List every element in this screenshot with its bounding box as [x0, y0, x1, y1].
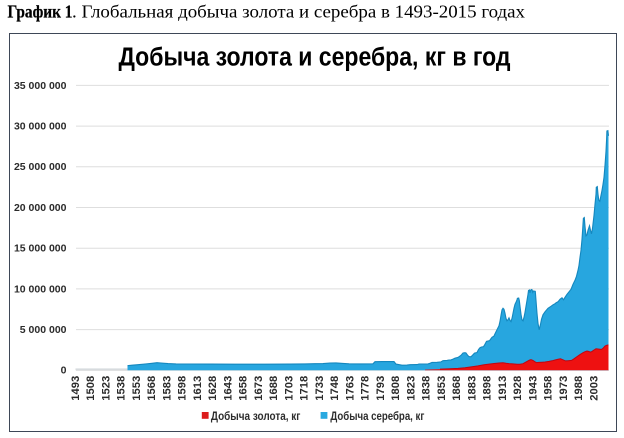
- svg-text:1898: 1898: [482, 376, 494, 401]
- svg-text:Добыча серебра, кг: Добыча серебра, кг: [330, 411, 424, 423]
- svg-text:1718: 1718: [299, 376, 311, 401]
- svg-text:1808: 1808: [390, 376, 402, 401]
- svg-text:1598: 1598: [177, 376, 189, 401]
- svg-text:1703: 1703: [283, 376, 295, 401]
- svg-text:1673: 1673: [253, 376, 265, 401]
- svg-text:1778: 1778: [360, 376, 372, 401]
- svg-text:20 000 000: 20 000 000: [14, 202, 67, 214]
- svg-text:1613: 1613: [192, 376, 204, 401]
- svg-text:1838: 1838: [421, 376, 433, 401]
- svg-text:35 000 000: 35 000 000: [14, 80, 67, 92]
- svg-text:1688: 1688: [268, 376, 280, 401]
- svg-text:15 000 000: 15 000 000: [14, 243, 67, 255]
- svg-text:1763: 1763: [344, 376, 356, 401]
- svg-text:10 000 000: 10 000 000: [14, 283, 67, 295]
- svg-text:2003: 2003: [588, 376, 600, 401]
- svg-text:1958: 1958: [543, 376, 555, 401]
- svg-text:1508: 1508: [85, 376, 97, 401]
- svg-text:1793: 1793: [375, 376, 387, 401]
- svg-text:0: 0: [61, 365, 67, 377]
- svg-text:1748: 1748: [329, 376, 341, 401]
- svg-text:График 1: График 1: [8, 2, 73, 22]
- svg-text:1913: 1913: [497, 376, 509, 401]
- svg-text:1928: 1928: [512, 376, 524, 401]
- svg-text:. Глобальная добыча золота и с: . Глобальная добыча золота и серебра в 1…: [72, 2, 525, 22]
- svg-text:1658: 1658: [238, 376, 250, 401]
- svg-text:Добыча золота, кг: Добыча золота, кг: [211, 411, 301, 423]
- svg-text:Добыча золота и серебра, кг в: Добыча золота и серебра, кг в год: [119, 43, 511, 71]
- svg-text:1583: 1583: [161, 376, 173, 401]
- svg-text:25 000 000: 25 000 000: [14, 161, 67, 173]
- svg-text:1523: 1523: [100, 376, 112, 401]
- svg-text:30 000 000: 30 000 000: [14, 121, 67, 133]
- svg-text:1823: 1823: [405, 376, 417, 401]
- svg-text:1553: 1553: [131, 376, 143, 401]
- svg-text:1643: 1643: [222, 376, 234, 401]
- svg-text:1883: 1883: [466, 376, 478, 401]
- svg-text:1733: 1733: [314, 376, 326, 401]
- svg-text:1988: 1988: [573, 376, 585, 401]
- svg-text:5 000 000: 5 000 000: [20, 324, 67, 336]
- svg-text:1538: 1538: [116, 376, 128, 401]
- svg-text:1973: 1973: [558, 376, 570, 401]
- svg-text:1493: 1493: [70, 376, 82, 401]
- svg-text:1943: 1943: [527, 376, 539, 401]
- svg-text:1868: 1868: [451, 376, 463, 401]
- svg-text:1853: 1853: [436, 376, 448, 401]
- svg-text:1628: 1628: [207, 376, 219, 401]
- svg-text:1568: 1568: [146, 376, 158, 401]
